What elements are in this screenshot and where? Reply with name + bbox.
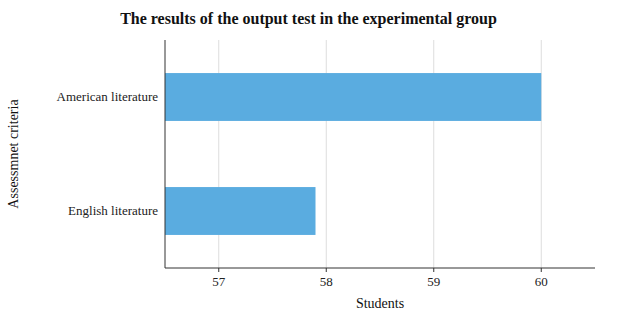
bar <box>165 187 316 235</box>
category-label: American literature <box>57 89 159 104</box>
category-label: English literature <box>68 203 158 218</box>
x-axis-line <box>165 268 595 269</box>
bar <box>165 73 541 121</box>
tick-label: 58 <box>320 274 333 289</box>
title: The results of the output test in the ex… <box>120 10 497 28</box>
tick-mark <box>433 268 434 272</box>
chart-container: 57 58 59 60 English literature American liter… <box>0 0 617 318</box>
category-axis-line <box>165 40 166 268</box>
y-axis-label: Assessmnet criteria <box>6 99 21 209</box>
tick-label: 60 <box>535 274 548 289</box>
chart-svg: 57 58 59 60 English literature American liter… <box>0 0 617 318</box>
bars <box>165 73 541 235</box>
x-axis-label: Students <box>356 296 404 311</box>
tick-label: 57 <box>212 274 226 289</box>
axes: 57 58 59 60 English literature American liter… <box>57 40 595 289</box>
tick-mark <box>326 268 327 272</box>
tick-label: 59 <box>427 274 440 289</box>
tick-mark <box>541 268 542 272</box>
background <box>0 0 617 318</box>
tick-mark <box>218 268 219 272</box>
